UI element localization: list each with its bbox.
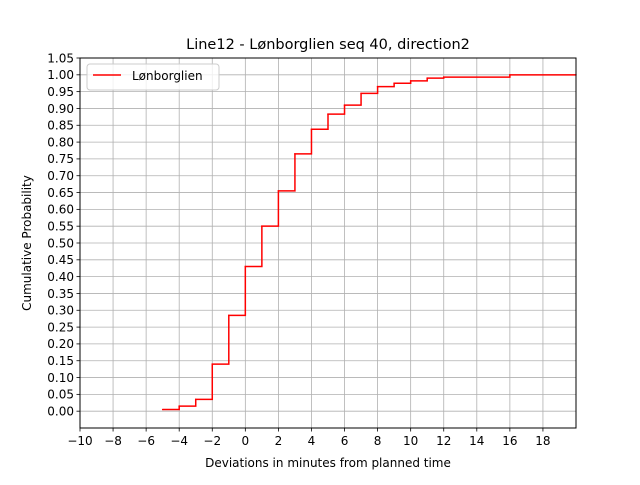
- x-tick-label: 2: [275, 434, 283, 448]
- x-tick-label: 10: [403, 434, 418, 448]
- data-point: [294, 153, 296, 155]
- x-tick-label: −4: [170, 434, 188, 448]
- y-tick-label: 0.85: [47, 119, 74, 133]
- y-tick-label: 0.35: [47, 287, 74, 301]
- data-point: [360, 93, 362, 95]
- y-tick-label: 0.40: [47, 270, 74, 284]
- data-point: [426, 77, 428, 79]
- x-axis-label: Deviations in minutes from planned time: [205, 456, 451, 470]
- data-point: [443, 76, 445, 78]
- y-tick-label: 0.00: [47, 404, 74, 418]
- data-point: [278, 190, 280, 192]
- x-tick-label: 16: [502, 434, 517, 448]
- data-point: [162, 409, 164, 411]
- x-tick-label: 14: [469, 434, 484, 448]
- x-tick-label: −8: [104, 434, 122, 448]
- data-point: [410, 80, 412, 82]
- x-tick-label: 18: [535, 434, 550, 448]
- y-tick-label: 0.65: [47, 186, 74, 200]
- x-tick-label: −6: [137, 434, 155, 448]
- data-point: [261, 225, 263, 227]
- y-tick-label: 0.95: [47, 85, 74, 99]
- x-tick-label: 6: [341, 434, 349, 448]
- y-tick-label: 0.80: [47, 135, 74, 149]
- chart-title: Line12 - Lønborglien seq 40, direction2: [186, 37, 470, 53]
- data-point: [327, 113, 329, 115]
- data-point: [178, 405, 180, 407]
- data-point: [311, 129, 313, 131]
- data-point: [228, 315, 230, 317]
- legend-label: Lønborglien: [132, 69, 203, 83]
- y-tick-label: 0.55: [47, 219, 74, 233]
- y-tick-label: 0.10: [47, 371, 74, 385]
- y-tick-label: 0.30: [47, 304, 74, 318]
- x-tick-label: 12: [436, 434, 451, 448]
- data-point: [245, 266, 247, 268]
- data-point: [393, 82, 395, 84]
- data-point: [509, 74, 511, 76]
- data-point: [344, 104, 346, 106]
- x-tick-label: −2: [203, 434, 221, 448]
- data-point: [377, 86, 379, 88]
- y-tick-label: 0.50: [47, 236, 74, 250]
- x-tick-label: −10: [67, 434, 92, 448]
- y-tick-label: 0.25: [47, 320, 74, 334]
- y-tick-label: 0.20: [47, 337, 74, 351]
- x-tick-label: 0: [242, 434, 250, 448]
- y-tick-label: 1.00: [47, 68, 74, 82]
- x-tick-label: 8: [374, 434, 382, 448]
- y-tick-label: 0.75: [47, 152, 74, 166]
- y-tick-label: 0.45: [47, 253, 74, 267]
- y-axis-label: Cumulative Probability: [20, 175, 34, 311]
- y-tick-label: 0.60: [47, 203, 74, 217]
- data-point: [195, 399, 197, 401]
- legend: Lønborglien: [87, 64, 219, 90]
- y-tick-label: 0.05: [47, 388, 74, 402]
- y-tick-label: 0.15: [47, 354, 74, 368]
- y-tick-label: 0.70: [47, 169, 74, 183]
- y-tick-label: 0.90: [47, 102, 74, 116]
- data-point: [212, 363, 214, 365]
- y-tick-label: 1.05: [47, 51, 74, 65]
- x-tick-label: 4: [308, 434, 316, 448]
